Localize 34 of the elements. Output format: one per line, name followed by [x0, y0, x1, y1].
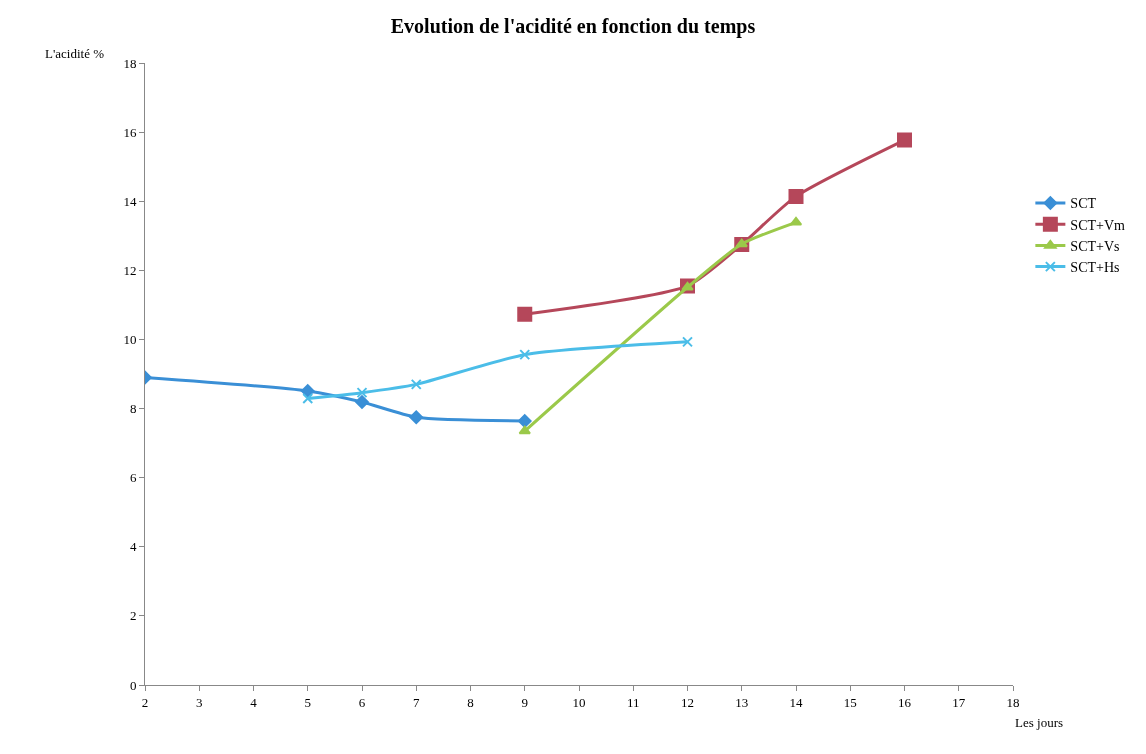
- x-tick-label: 14: [789, 694, 803, 710]
- y-tick-label: 2: [129, 608, 137, 624]
- x-tick-label: 4: [250, 694, 258, 710]
- x-tick-label: 2: [141, 694, 149, 710]
- y-tick-label: 16: [123, 124, 137, 140]
- y-tick-label: 14: [123, 193, 137, 209]
- x-tick-label: 18: [1006, 694, 1020, 710]
- x-tick-label: 6: [358, 694, 366, 710]
- chart-title: Evolution de l'acidité en fonction du temps: [390, 14, 756, 38]
- x-tick-label: 3: [196, 694, 203, 710]
- x-tick-label: 5: [304, 694, 311, 710]
- y-axis-title: L'acidité %: [45, 46, 105, 61]
- y-tick-label: 4: [129, 539, 137, 555]
- y-tick-label: 12: [123, 262, 137, 278]
- x-axis-title: Les jours: [1015, 715, 1064, 730]
- x-tick-label: 7: [413, 694, 420, 710]
- x-tick-label: 11: [626, 694, 640, 710]
- x-tick-label: 12: [681, 694, 694, 710]
- y-tick-label: 8: [129, 401, 137, 417]
- y-tick-label: 10: [123, 331, 137, 347]
- legend-label: SCT+Vs: [1070, 238, 1120, 254]
- x-tick-label: 15: [843, 694, 857, 710]
- legend-label: SCT+Hs: [1070, 260, 1120, 276]
- x-tick-label: 13: [735, 694, 749, 710]
- x-tick-label: 8: [467, 694, 474, 710]
- x-tick-label: 17: [952, 694, 966, 710]
- x-tick-label: 10: [572, 694, 586, 710]
- legend-label: SCT: [1070, 196, 1097, 212]
- x-tick-label: 9: [521, 694, 528, 710]
- legend-label: SCT+Vm: [1070, 217, 1126, 233]
- y-tick-label: 18: [123, 55, 137, 71]
- x-tick-label: 16: [898, 694, 912, 710]
- y-tick-label: 6: [129, 470, 137, 486]
- y-tick-label: 0: [129, 677, 137, 693]
